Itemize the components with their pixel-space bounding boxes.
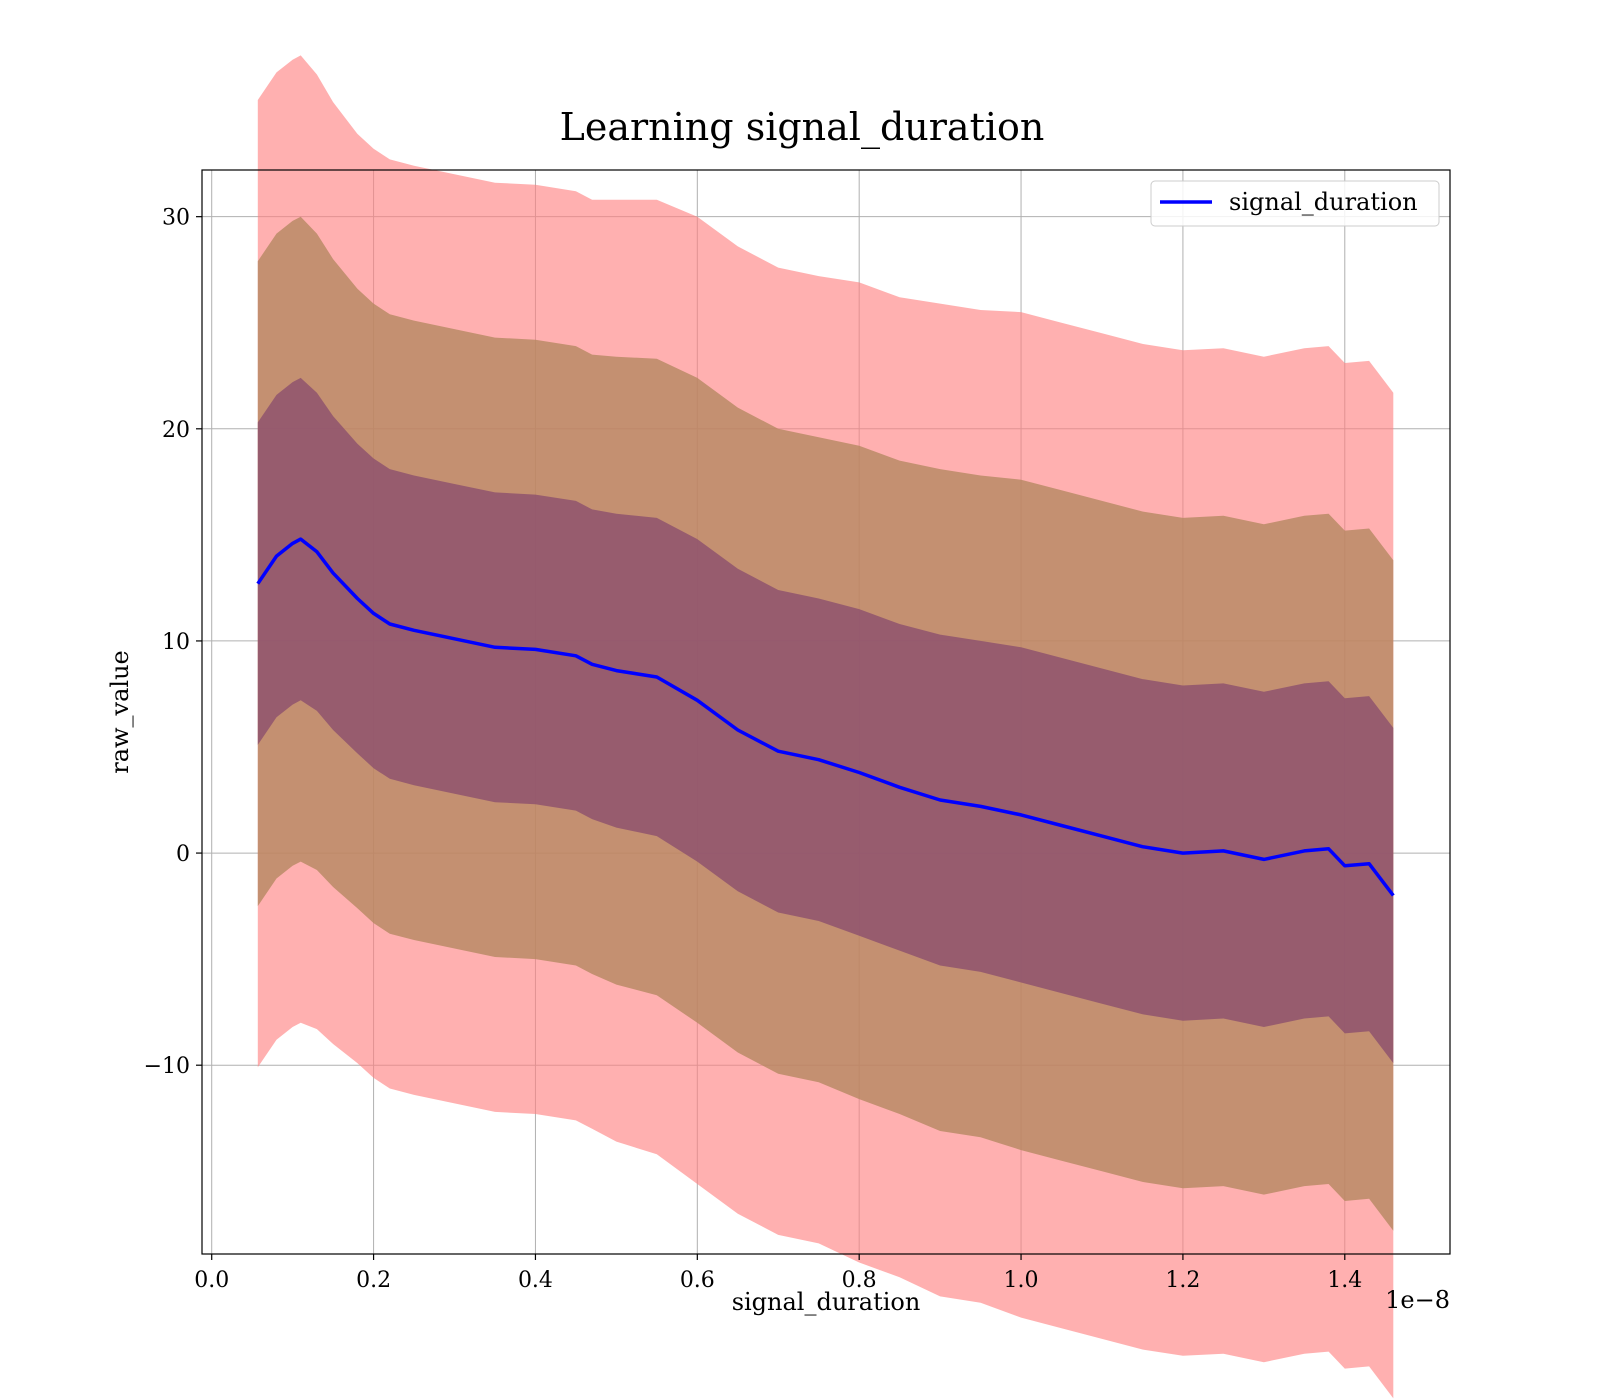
x-axis-offset-label: 1e−8 bbox=[1385, 1286, 1450, 1314]
legend: signal_duration bbox=[1150, 180, 1440, 227]
x-tick-label: 0.4 bbox=[518, 1268, 553, 1293]
y-tick-label: 0 bbox=[176, 842, 190, 867]
x-axis-label: signal_duration bbox=[732, 1288, 921, 1316]
confidence-bands bbox=[257, 55, 1394, 1399]
legend-box bbox=[1150, 180, 1440, 227]
x-tick-label: 0.8 bbox=[842, 1268, 877, 1293]
x-tick-label: 1.0 bbox=[1004, 1268, 1039, 1293]
chart-title: Learning signal_duration bbox=[560, 105, 1045, 150]
y-tick-label: 30 bbox=[162, 206, 190, 231]
y-axis-ticks: −10 0 10 20 30 bbox=[144, 206, 202, 1079]
y-tick-label: 20 bbox=[162, 418, 190, 443]
y-axis-label: raw_value bbox=[106, 650, 134, 774]
x-tick-label: 0.0 bbox=[194, 1268, 229, 1293]
x-tick-label: 0.6 bbox=[680, 1268, 715, 1293]
band-1-sigma bbox=[257, 377, 1394, 1064]
series-lines bbox=[256, 537, 1395, 897]
plot-frame bbox=[201, 169, 1451, 1255]
x-tick-label: 0.2 bbox=[356, 1268, 391, 1293]
legend-label: signal_duration bbox=[1229, 188, 1418, 216]
y-tick-label: −10 bbox=[144, 1054, 190, 1079]
x-tick-label: 1.4 bbox=[1327, 1268, 1362, 1293]
x-axis-ticks: 0.0 0.2 0.4 0.6 0.8 1.0 1.2 1.4 bbox=[194, 1254, 1362, 1293]
series-line-signal-duration bbox=[256, 537, 1395, 897]
y-tick-label: 10 bbox=[162, 630, 190, 655]
x-tick-label: 1.2 bbox=[1165, 1268, 1200, 1293]
